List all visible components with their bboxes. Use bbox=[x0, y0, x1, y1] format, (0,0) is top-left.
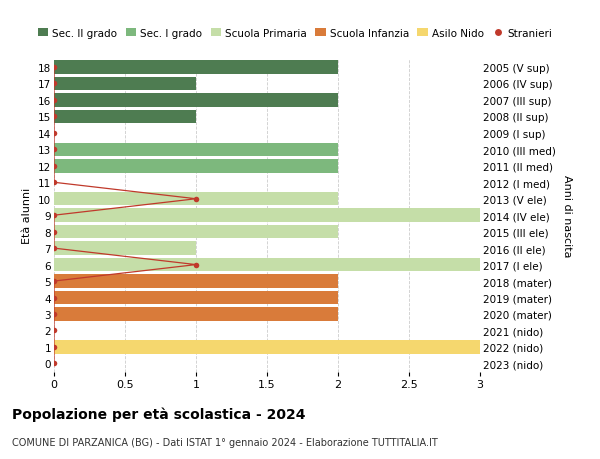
Bar bbox=[54, 193, 338, 206]
Legend: Sec. II grado, Sec. I grado, Scuola Primaria, Scuola Infanzia, Asilo Nido, Stran: Sec. II grado, Sec. I grado, Scuola Prim… bbox=[34, 24, 556, 43]
Bar bbox=[54, 274, 338, 288]
Text: COMUNE DI PARZANICA (BG) - Dati ISTAT 1° gennaio 2024 - Elaborazione TUTTITALIA.: COMUNE DI PARZANICA (BG) - Dati ISTAT 1°… bbox=[12, 437, 438, 447]
Text: Popolazione per età scolastica - 2024: Popolazione per età scolastica - 2024 bbox=[12, 406, 305, 421]
Bar bbox=[54, 143, 338, 157]
Bar bbox=[54, 291, 338, 305]
Bar bbox=[54, 111, 196, 124]
Bar bbox=[54, 258, 480, 272]
Bar bbox=[54, 308, 338, 321]
Bar bbox=[54, 209, 480, 223]
Bar bbox=[54, 61, 338, 75]
Y-axis label: Anni di nascita: Anni di nascita bbox=[562, 174, 572, 257]
Bar bbox=[54, 78, 196, 91]
Bar bbox=[54, 160, 338, 173]
Bar bbox=[54, 341, 480, 354]
Bar bbox=[54, 242, 196, 255]
Bar bbox=[54, 94, 338, 107]
Bar bbox=[54, 225, 338, 239]
Y-axis label: Età alunni: Età alunni bbox=[22, 188, 32, 244]
